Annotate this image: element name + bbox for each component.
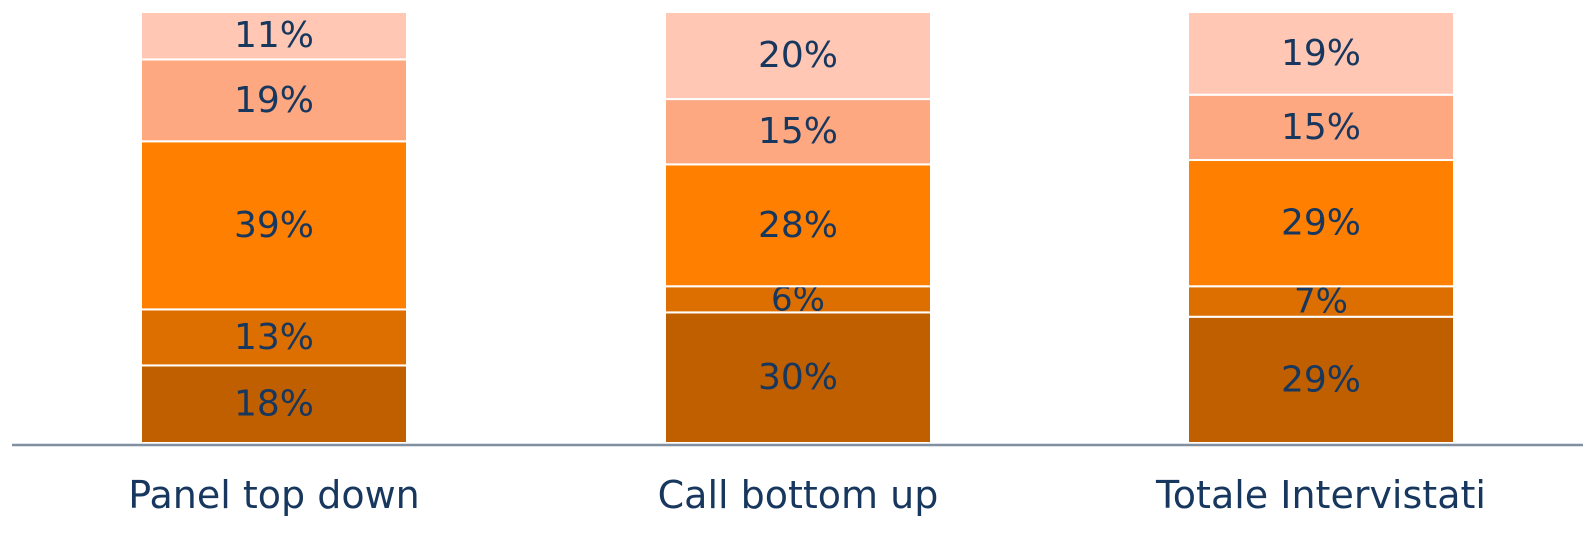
data-label: 29% [1281, 359, 1361, 400]
data-label: 11% [234, 15, 314, 56]
data-label: 15% [758, 111, 838, 152]
bar-segment [1187, 11, 1455, 96]
data-label: 20% [758, 35, 838, 76]
data-label: 19% [1281, 33, 1361, 74]
category-label: Call bottom up [658, 473, 939, 517]
bar-segment [1187, 93, 1455, 162]
bar-segment [664, 285, 932, 314]
bar-segment [664, 11, 932, 101]
bar-segment [664, 98, 932, 166]
bar-segment [140, 308, 408, 367]
bar-segment [664, 311, 932, 445]
bar-segment [1187, 285, 1455, 318]
data-label: 19% [234, 80, 314, 121]
data-label: 28% [758, 205, 838, 246]
bar-segment [664, 163, 932, 288]
category-label: Totale Intervistati [1155, 473, 1486, 517]
data-label: 13% [234, 317, 314, 358]
data-label: 7% [1294, 282, 1348, 322]
category-labels: Panel top down Call bottom up Totale Inter… [128, 473, 1486, 517]
bar-segment [1187, 159, 1455, 288]
bar-segment [140, 11, 408, 61]
data-label: 30% [758, 357, 838, 398]
bar-segment [1187, 315, 1455, 444]
category-label: Panel top down [128, 473, 419, 517]
data-label: 39% [234, 205, 314, 246]
data-label: 15% [1281, 107, 1361, 148]
bar-segment [140, 364, 408, 445]
bar-segment [140, 58, 408, 143]
bars-layer: 18%13%39%19%11%30%6%28%15%20%29%7%29%15%… [140, 11, 1455, 445]
data-label: 29% [1281, 203, 1361, 244]
data-label: 18% [234, 384, 314, 425]
